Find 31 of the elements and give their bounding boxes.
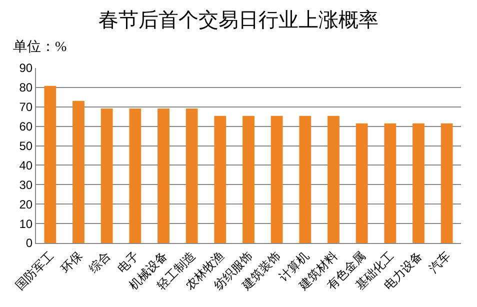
chart-title: 春节后首个交易日行业上涨概率 xyxy=(98,9,378,32)
bar xyxy=(440,123,453,243)
bar xyxy=(356,123,368,243)
bar xyxy=(270,116,283,243)
bar xyxy=(214,116,226,243)
bar xyxy=(384,123,396,243)
y-tick-label: 30 xyxy=(19,178,33,192)
bar xyxy=(44,86,56,243)
y-tick-label: 70 xyxy=(19,100,33,114)
bar xyxy=(299,116,312,243)
y-tick-label: 90 xyxy=(19,61,33,76)
x-tick-label: 国防军工 xyxy=(12,248,57,293)
bar xyxy=(328,116,340,243)
bar xyxy=(100,108,113,243)
bar xyxy=(72,100,84,243)
bar xyxy=(186,108,198,243)
y-tick-label: 80 xyxy=(19,80,33,95)
y-tick-label: 20 xyxy=(19,197,33,212)
y-tick-label: 40 xyxy=(19,158,33,172)
bar xyxy=(242,116,254,243)
y-tick-label: 50 xyxy=(19,138,33,153)
x-tick-label: 环保 xyxy=(58,248,85,276)
bar xyxy=(129,108,142,243)
x-tick-label: 综合 xyxy=(86,248,114,276)
y-tick-label: 10 xyxy=(19,216,33,231)
x-tick-label: 汽车 xyxy=(426,248,454,276)
bar xyxy=(412,123,424,243)
y-tick-label: 60 xyxy=(19,120,33,134)
y-tick-label: 0 xyxy=(26,236,33,250)
bar xyxy=(158,108,170,243)
y-axis-title: 单位：% xyxy=(13,39,67,55)
